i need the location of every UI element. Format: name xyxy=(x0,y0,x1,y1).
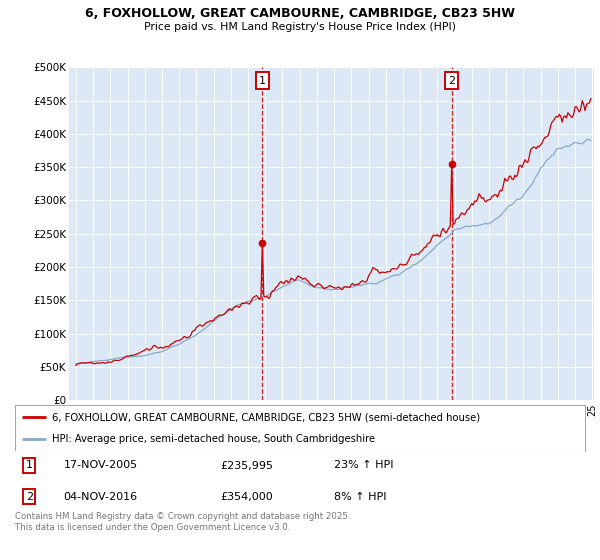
Text: 1: 1 xyxy=(259,76,266,86)
Text: £354,000: £354,000 xyxy=(220,492,273,502)
Text: 2: 2 xyxy=(448,76,455,86)
Text: 04-NOV-2016: 04-NOV-2016 xyxy=(64,492,137,502)
Text: Contains HM Land Registry data © Crown copyright and database right 2025.
This d: Contains HM Land Registry data © Crown c… xyxy=(15,512,350,532)
Text: 1: 1 xyxy=(26,460,33,470)
Text: £235,995: £235,995 xyxy=(220,460,273,470)
Text: HPI: Average price, semi-detached house, South Cambridgeshire: HPI: Average price, semi-detached house,… xyxy=(52,435,375,444)
Text: 6, FOXHOLLOW, GREAT CAMBOURNE, CAMBRIDGE, CB23 5HW (semi-detached house): 6, FOXHOLLOW, GREAT CAMBOURNE, CAMBRIDGE… xyxy=(52,412,480,422)
Text: 17-NOV-2005: 17-NOV-2005 xyxy=(64,460,137,470)
Text: 8% ↑ HPI: 8% ↑ HPI xyxy=(334,492,387,502)
Text: Price paid vs. HM Land Registry's House Price Index (HPI): Price paid vs. HM Land Registry's House … xyxy=(144,22,456,32)
Text: 6, FOXHOLLOW, GREAT CAMBOURNE, CAMBRIDGE, CB23 5HW: 6, FOXHOLLOW, GREAT CAMBOURNE, CAMBRIDGE… xyxy=(85,7,515,20)
Text: 2: 2 xyxy=(26,492,33,502)
Text: 23% ↑ HPI: 23% ↑ HPI xyxy=(334,460,394,470)
